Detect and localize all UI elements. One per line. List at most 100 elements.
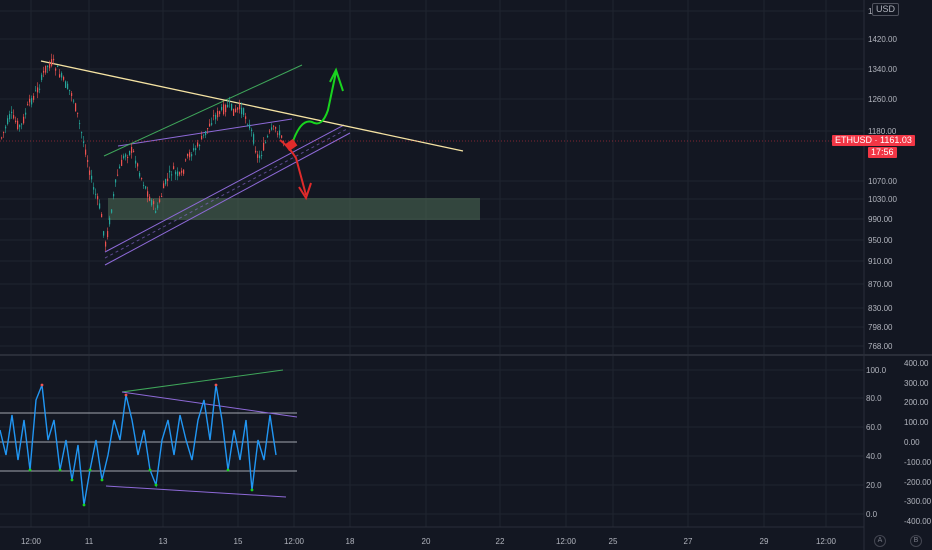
candle-body xyxy=(41,74,43,80)
candle-body xyxy=(53,58,55,61)
osc-left-tick-label: 60.0 xyxy=(866,423,882,432)
candle-body xyxy=(9,114,11,120)
candle-body xyxy=(139,172,141,177)
osc-left-tick-label: 0.0 xyxy=(866,510,878,519)
candle-body xyxy=(69,89,71,91)
osc-left-tick-label: 100.0 xyxy=(866,366,887,375)
candle-body xyxy=(275,126,277,129)
candle-body xyxy=(241,107,243,115)
price-tick-label: 830.00 xyxy=(868,304,893,313)
candle-body xyxy=(27,104,29,106)
time-tick-label: 25 xyxy=(609,537,618,546)
osc-right-tick-label: 400.00 xyxy=(904,359,929,368)
oscillator-axis-right[interactable]: 400.00 300.00 200.00 100.00 0.00 -100.00 -200.… xyxy=(904,359,932,526)
osc-left-tick-label: 40.0 xyxy=(866,452,882,461)
candle-body xyxy=(79,123,81,125)
candle-body xyxy=(255,150,257,153)
candle-body xyxy=(177,171,179,176)
candle-body xyxy=(3,131,5,133)
candle-body xyxy=(161,195,163,197)
candle-body xyxy=(153,201,155,205)
osc-right-tick-label: 200.00 xyxy=(904,398,929,407)
oversold-dot xyxy=(70,478,74,482)
candle-body xyxy=(179,172,181,175)
price-tick-label: 910.00 xyxy=(868,257,893,266)
candle-body xyxy=(267,136,269,138)
time-tick-label: 11 xyxy=(85,537,94,546)
osc-right-tick-label: 300.00 xyxy=(904,379,929,388)
price-axis[interactable]: 1500.001420.001340.001260.001180.001070.… xyxy=(868,7,897,351)
candle-body xyxy=(259,155,261,159)
candle-body xyxy=(145,186,147,189)
candle-body xyxy=(171,174,173,176)
candle-body xyxy=(77,112,79,114)
auto-scale-button[interactable]: A xyxy=(874,535,886,547)
candle-body xyxy=(215,114,217,120)
candle-body xyxy=(109,217,111,225)
price-tick-label: 798.00 xyxy=(868,323,893,332)
bar-countdown-badge: 17:56 xyxy=(868,147,897,158)
candle-body xyxy=(137,163,139,167)
candle-body xyxy=(209,123,211,127)
candle-body xyxy=(175,171,177,175)
candle-body xyxy=(249,124,251,129)
overbought-dot xyxy=(214,383,218,387)
candle-body xyxy=(15,120,17,123)
oversold-dot xyxy=(226,468,230,472)
time-tick-label: 20 xyxy=(422,537,431,546)
candle-body xyxy=(5,126,7,129)
candle-body xyxy=(157,205,159,209)
time-axis[interactable]: 12:00 11 13 15 12:00 18 20 22 12:00 25 27 29 12:00 xyxy=(21,537,837,546)
green-trendline[interactable] xyxy=(103,64,303,157)
price-tick-label: 1070.00 xyxy=(868,177,897,186)
time-tick-label: 27 xyxy=(684,537,693,546)
overbought-dot xyxy=(124,393,128,397)
candle-body xyxy=(263,142,265,151)
price-tick-label: 1340.00 xyxy=(868,65,897,74)
osc-right-tick-label: -200.00 xyxy=(904,478,932,487)
oversold-dot xyxy=(148,468,152,472)
price-tick-label: 870.00 xyxy=(868,280,893,289)
candle-body xyxy=(51,59,53,66)
candle-body xyxy=(7,118,9,125)
candle-body xyxy=(29,98,31,103)
candle-body xyxy=(31,98,33,105)
candle-body xyxy=(133,150,135,152)
time-tick-label: 12:00 xyxy=(284,537,305,546)
oscillator-axis-left[interactable]: 100.0 80.0 60.0 40.0 20.0 0.0 xyxy=(866,366,887,519)
time-tick-label: 12:00 xyxy=(816,537,837,546)
bullish-projection-arrow[interactable] xyxy=(290,67,344,148)
candle-body xyxy=(129,150,131,155)
candle-body xyxy=(25,112,27,115)
candle-body xyxy=(131,146,133,153)
overbought-dot xyxy=(40,383,44,387)
candle-body xyxy=(91,175,93,180)
candle-body xyxy=(257,154,259,158)
descending-trendline[interactable] xyxy=(40,60,464,152)
candle-body xyxy=(197,142,199,147)
candle-body xyxy=(75,103,77,112)
candle-body xyxy=(193,148,195,151)
candle-body xyxy=(205,131,207,136)
osc-right-tick-label: -300.00 xyxy=(904,497,932,506)
price-tick-label: 950.00 xyxy=(868,236,893,245)
support-zone[interactable] xyxy=(108,198,480,220)
osc-right-tick-label: -100.00 xyxy=(904,458,932,467)
candle-body xyxy=(35,90,37,92)
log-scale-button[interactable]: B xyxy=(910,535,922,547)
candle-body xyxy=(151,199,153,206)
candle-body xyxy=(11,111,13,114)
candle-body xyxy=(121,159,123,166)
candle-body xyxy=(229,101,231,103)
candle-body xyxy=(169,170,171,173)
candle-body xyxy=(107,231,109,238)
candle-body xyxy=(37,87,39,93)
candle-body xyxy=(227,104,229,108)
currency-label[interactable]: USD xyxy=(872,3,900,16)
candle-body xyxy=(95,193,97,195)
candle-body xyxy=(17,120,19,129)
candle-body xyxy=(163,183,165,189)
candle-body xyxy=(149,196,151,201)
bearish-projection-arrow[interactable] xyxy=(279,138,312,201)
